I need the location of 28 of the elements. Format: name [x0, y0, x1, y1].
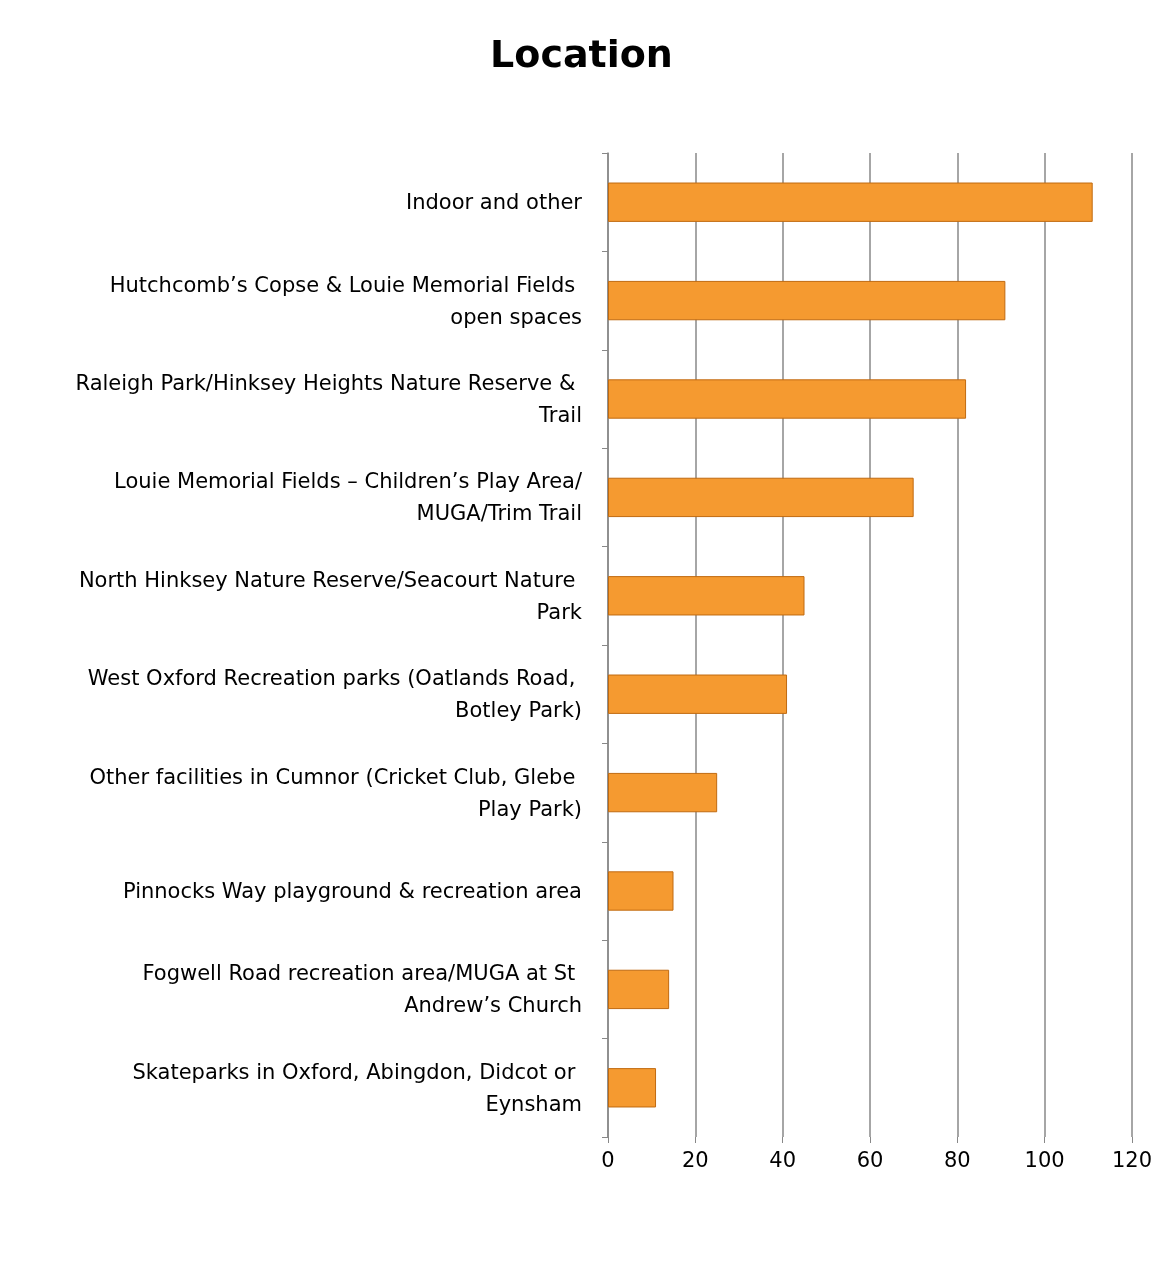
bar	[608, 280, 1006, 321]
y-tick-label: Louie Memorial Fields – Children’s Play Area/MUGA/Trim Trail	[114, 469, 583, 526]
x-tick-label: 20	[681, 1147, 709, 1172]
bar	[608, 182, 1093, 222]
bar	[608, 1068, 657, 1108]
bar	[608, 969, 670, 1010]
bar	[608, 871, 674, 911]
bar	[608, 576, 805, 616]
x-tick-label: 120	[1111, 1147, 1153, 1172]
y-tick-label: North Hinksey Nature Reserve/Seacourt Nature Park	[78, 567, 583, 624]
y-tick-label: Other facilities in Cumnor (Cricket Club, Glebe Play Park)	[89, 764, 582, 821]
chart-title: Location	[490, 32, 673, 76]
x-tick-label: 100	[1024, 1147, 1065, 1172]
x-tick-label: 40	[769, 1147, 797, 1172]
x-tick-label: 80	[943, 1147, 971, 1172]
y-tick-label: West Oxford Recreation parks (Oatlands Road, Botley Park)	[87, 666, 582, 723]
y-tick-label: Indoor and other	[406, 190, 583, 215]
y-tick-label: Pinnocks Way playground & recreation area	[122, 879, 582, 903]
bar	[608, 772, 718, 813]
y-tick-label: Raleigh Park/Hinksey Heights Nature Reserve & Trail	[75, 371, 582, 427]
bar	[608, 477, 914, 518]
x-tick-label: 60	[856, 1147, 884, 1172]
bar	[608, 379, 967, 419]
y-tick-label: Fogwell Road recreation area/MUGA at St Andrew’s Church	[142, 961, 582, 1018]
x-tick-label: 0	[601, 1147, 615, 1172]
y-tick-label: Skateparks in Oxford, Abingdon, Didcot or Eynsham	[132, 1059, 582, 1116]
y-tick-label: Hutchcomb’s Copse & Louie Memorial Fields open spaces	[109, 272, 582, 329]
bar	[608, 674, 788, 714]
